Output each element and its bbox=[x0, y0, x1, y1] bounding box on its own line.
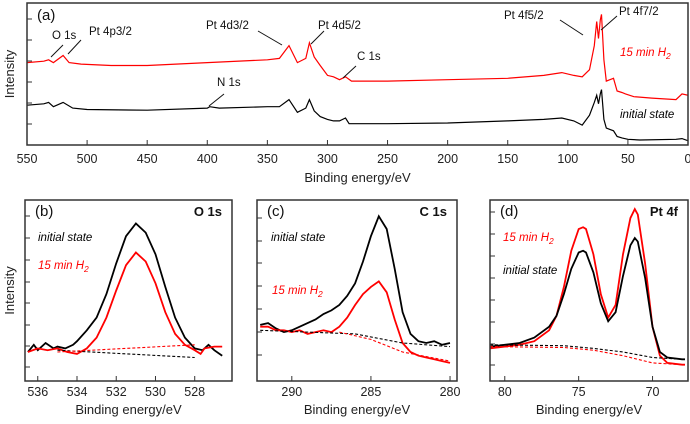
series-c-1 bbox=[260, 280, 451, 364]
peak-annotation: N 1s bbox=[217, 77, 241, 89]
annotation-leader-line bbox=[208, 93, 225, 107]
axes-frame bbox=[26, 2, 689, 146]
x-tick-label: 285 bbox=[360, 385, 381, 399]
x-tick-label: 150 bbox=[497, 152, 518, 166]
peak-annotation: Pt 4f5/2 bbox=[504, 10, 544, 22]
legend-h2: 15 min H2 bbox=[620, 47, 671, 61]
h2-subscript: 2 bbox=[83, 264, 89, 274]
x-tick-label: 400 bbox=[197, 152, 218, 166]
legend-initial: initial state bbox=[38, 232, 92, 244]
annotation-leader-line bbox=[600, 15, 618, 31]
panel-a: 550 500 450 400 350 300 250 200 150 100 50 0Binding… bbox=[2, 2, 690, 185]
baseline-c-3 bbox=[339, 331, 451, 362]
x-tick-label: 528 bbox=[184, 385, 205, 399]
x-tick-label: 534 bbox=[67, 385, 88, 399]
series-d-1 bbox=[490, 236, 685, 361]
panel-label: (c) bbox=[267, 203, 285, 220]
x-tick-label: 550 bbox=[17, 152, 38, 166]
h2-label-text: 15 min H bbox=[38, 260, 85, 272]
series-b-1 bbox=[27, 251, 223, 356]
baseline-b-2 bbox=[57, 349, 195, 359]
peak-annotation: Pt 4d5/2 bbox=[318, 20, 361, 32]
x-tick-label: 250 bbox=[377, 152, 398, 166]
axes-frame bbox=[256, 199, 458, 382]
annotation-leader-line bbox=[342, 65, 357, 79]
x-tick-label: 280 bbox=[440, 385, 461, 399]
legend-h2: 15 min H2 bbox=[272, 285, 323, 299]
axes-frame bbox=[489, 199, 689, 382]
panel-label: (d) bbox=[500, 203, 518, 220]
peak-annotation: C 1s bbox=[357, 51, 381, 63]
series-a-1 bbox=[27, 89, 688, 142]
baseline-c-2 bbox=[260, 329, 451, 348]
legend-h2: 15 min H2 bbox=[503, 232, 554, 246]
legend-h2: 15 min H2 bbox=[38, 260, 89, 274]
legend-initial: initial state bbox=[620, 109, 674, 121]
x-tick-label: 290 bbox=[281, 385, 302, 399]
annotation-leader-line bbox=[559, 19, 584, 36]
annotation-leader-line bbox=[67, 39, 82, 55]
h2-label-text: 15 min H bbox=[620, 47, 667, 59]
x-tick-label: 530 bbox=[145, 385, 166, 399]
x-tick-label: 300 bbox=[317, 152, 338, 166]
x-tick-label: 50 bbox=[621, 152, 635, 166]
annotation-leader-line bbox=[310, 30, 325, 45]
x-tick-label: 80 bbox=[498, 385, 512, 399]
baseline-b-3 bbox=[57, 344, 195, 353]
x-axis-label: Binding energy/eV bbox=[75, 402, 182, 417]
baseline-d-2 bbox=[490, 344, 683, 360]
x-axis-label: Binding energy/eV bbox=[304, 402, 411, 417]
y-axis-label: Intensity bbox=[2, 49, 17, 98]
peak-annotation: Pt 4p3/2 bbox=[89, 26, 132, 38]
peak-annotation: O 1s bbox=[52, 30, 77, 42]
x-tick-label: 100 bbox=[557, 152, 578, 166]
panel-label: (b) bbox=[35, 203, 53, 220]
panel-title: C 1s bbox=[420, 204, 447, 219]
annotation-leader-line bbox=[257, 30, 283, 46]
peak-annotation: Pt 4d3/2 bbox=[206, 20, 249, 32]
baseline-d-3 bbox=[490, 346, 683, 366]
x-tick-label: 75 bbox=[572, 385, 586, 399]
h2-label-text: 15 min H bbox=[272, 285, 319, 297]
x-tick-label: 200 bbox=[437, 152, 458, 166]
x-axis-label: Binding energy/eV bbox=[536, 402, 643, 417]
legend-initial: initial state bbox=[503, 265, 557, 277]
x-tick-label: 350 bbox=[257, 152, 278, 166]
panel-label: (a) bbox=[37, 7, 55, 24]
x-tick-label: 500 bbox=[77, 152, 98, 166]
h2-subscript: 2 bbox=[548, 236, 554, 246]
axes-frame bbox=[24, 199, 233, 382]
h2-subscript: 2 bbox=[317, 289, 323, 299]
y-axis-label: Intensity bbox=[2, 266, 17, 315]
panel-c: 290 285 280 Binding energy/eV (c) C 1s initial… bbox=[256, 199, 461, 417]
x-tick-label: 450 bbox=[137, 152, 158, 166]
x-tick-label: 532 bbox=[106, 385, 127, 399]
x-axis-label: Binding energy/eV bbox=[304, 170, 411, 185]
h2-label-text: 15 min H bbox=[503, 232, 550, 244]
panel-title: O 1s bbox=[194, 204, 222, 219]
series-c-0 bbox=[260, 214, 451, 346]
x-tick-label: 70 bbox=[646, 385, 660, 399]
series-a-0 bbox=[27, 14, 688, 101]
x-tick-label: 536 bbox=[27, 385, 48, 399]
legend-initial: initial state bbox=[271, 232, 325, 244]
h2-subscript: 2 bbox=[665, 51, 671, 61]
panel-title: Pt 4f bbox=[650, 204, 679, 219]
x-tick-label: 0 bbox=[685, 152, 690, 166]
annotation-leader-line bbox=[50, 44, 64, 58]
peak-annotation: Pt 4f7/2 bbox=[619, 6, 659, 18]
